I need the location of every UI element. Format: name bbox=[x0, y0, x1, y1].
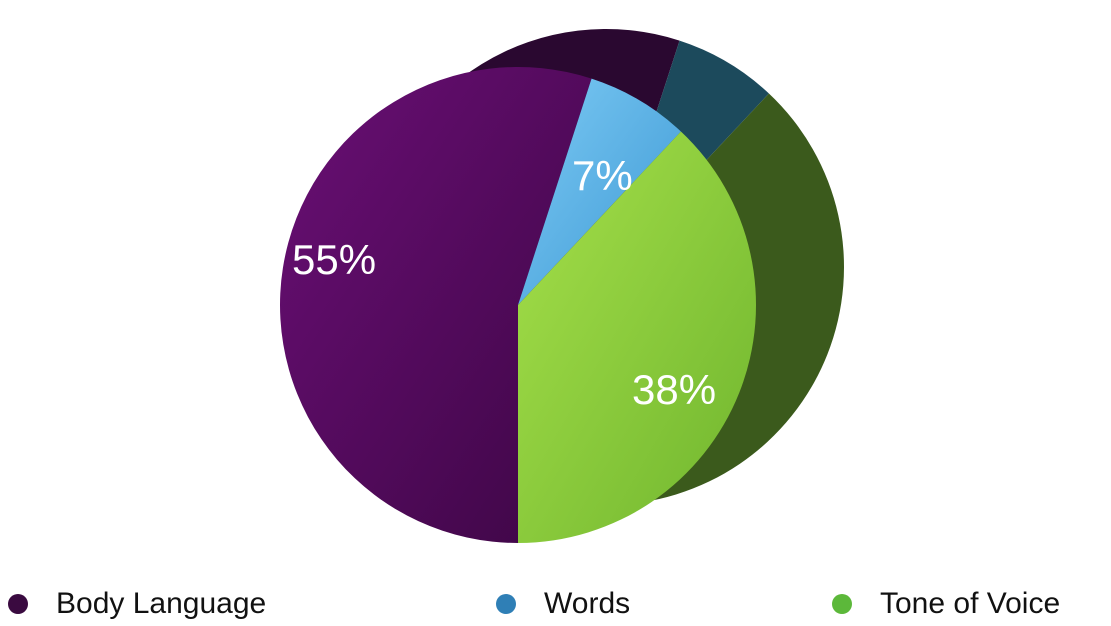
pie-slices-group bbox=[280, 67, 757, 543]
pie-chart-canvas: 55% 7% 38% bbox=[280, 29, 844, 543]
legend-label-body-language: Body Language bbox=[56, 587, 267, 620]
legend-swatch-body-language bbox=[8, 594, 28, 614]
legend-swatch-words bbox=[496, 594, 516, 614]
legend-label-words: Words bbox=[544, 587, 631, 620]
legend-label-tone-of-voice: Tone of Voice bbox=[880, 587, 1061, 620]
legend-swatch-tone-of-voice bbox=[832, 594, 852, 614]
chart-legend: Body Language Words Tone of Voice bbox=[0, 582, 1111, 626]
pie-slice-body-language bbox=[280, 67, 592, 543]
pie-labels-group: 55% 7% 38% bbox=[292, 152, 716, 413]
legend-item-body-language: Body Language bbox=[8, 582, 266, 626]
slice-label-tone-of-voice: 38% bbox=[632, 366, 716, 413]
slice-label-words: 7% bbox=[572, 152, 633, 199]
pie-slice-tone-of-voice bbox=[518, 131, 757, 543]
slice-label-body-language: 55% bbox=[292, 236, 376, 283]
pie-slice-words bbox=[518, 78, 681, 305]
legend-item-tone-of-voice: Tone of Voice bbox=[832, 582, 1060, 626]
legend-item-words: Words bbox=[496, 582, 630, 626]
